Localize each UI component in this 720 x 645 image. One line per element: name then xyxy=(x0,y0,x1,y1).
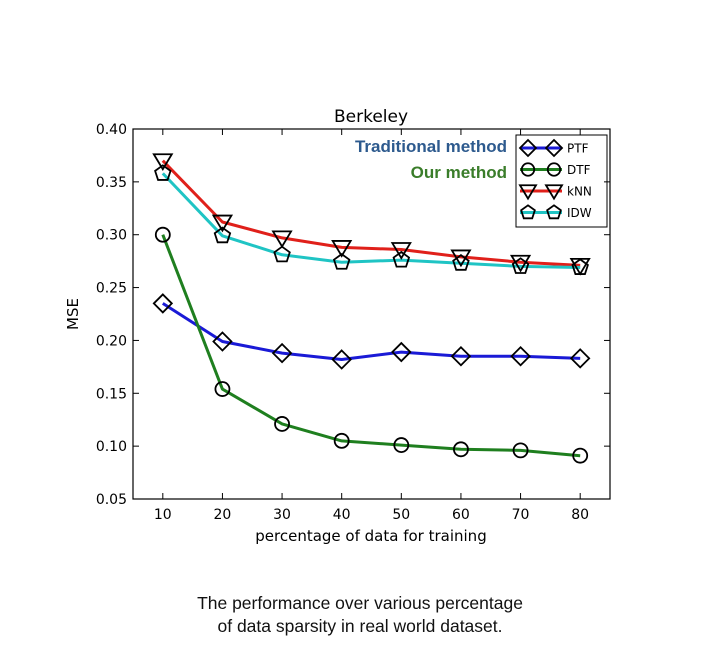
legend-marker-ptf xyxy=(518,138,538,158)
data-point-dtf xyxy=(154,226,171,243)
figure-caption: The performance over various percentage … xyxy=(0,592,720,638)
x-tick-label: 60 xyxy=(452,507,470,523)
legend-marker-knn xyxy=(518,184,538,201)
data-point-knn xyxy=(271,230,293,249)
data-point-dtf xyxy=(214,381,231,397)
plot-area xyxy=(152,153,591,464)
x-tick-label: 70 xyxy=(512,507,530,523)
caption-line-2: of data sparsity in real world dataset. xyxy=(217,616,503,636)
x-tick-label: 40 xyxy=(333,507,351,523)
data-point-dtf xyxy=(453,441,469,458)
data-point-dtf xyxy=(333,432,350,449)
data-point-idw xyxy=(273,245,291,263)
legend-marker-dtf xyxy=(520,162,536,177)
y-tick-label: 0.15 xyxy=(96,386,127,402)
data-point-ptf xyxy=(152,293,174,314)
x-tick-label: 10 xyxy=(154,507,172,523)
annotation-traditional-method: Traditional method xyxy=(355,137,507,156)
y-axis-label: MSE xyxy=(64,298,82,330)
legend-label-dtf: DTF xyxy=(567,163,591,177)
legend-marker-idw xyxy=(546,204,562,220)
data-point-ptf xyxy=(569,348,591,369)
data-point-ptf xyxy=(510,346,531,367)
x-tick-label: 30 xyxy=(273,507,291,523)
data-point-ptf xyxy=(331,349,352,370)
series-line-dtf xyxy=(161,234,581,458)
legend-marker-ptf xyxy=(544,138,564,158)
legend-marker-idw xyxy=(520,204,536,220)
plot-frame xyxy=(132,128,611,500)
data-point-idw xyxy=(213,226,232,244)
y-tick-label: 0.10 xyxy=(96,439,127,455)
series-line-knn xyxy=(161,159,581,267)
data-point-ptf xyxy=(450,346,472,367)
legend-marker-dtf xyxy=(546,162,562,177)
line-chart: Berkeley percentage of data for training… xyxy=(64,107,611,545)
data-point-knn xyxy=(211,214,234,233)
data-point-ptf xyxy=(271,342,293,364)
data-point-knn xyxy=(390,242,412,260)
data-point-dtf xyxy=(512,442,529,459)
x-tick-label: 20 xyxy=(214,507,232,523)
x-tick-label: 80 xyxy=(571,507,589,523)
data-point-idw xyxy=(332,252,351,270)
data-point-idw xyxy=(452,254,470,271)
legend-label-idw: IDW xyxy=(567,206,592,220)
x-axis-label: percentage of data for training xyxy=(255,527,486,545)
y-tick-label: 0.30 xyxy=(96,228,127,244)
legend-label-knn: kNN xyxy=(567,185,592,199)
legend-marker-knn xyxy=(544,184,564,201)
series-line-idw xyxy=(161,172,581,269)
data-point-idw xyxy=(392,250,411,268)
data-point-idw xyxy=(571,258,589,275)
annotation-our-method: Our method xyxy=(411,163,507,182)
data-point-dtf xyxy=(572,447,589,464)
y-tick-label: 0.35 xyxy=(96,175,127,191)
y-tick-label: 0.25 xyxy=(96,281,127,297)
data-point-ptf xyxy=(391,341,412,363)
data-point-knn xyxy=(331,240,353,258)
y-tick-label: 0.40 xyxy=(96,122,127,138)
data-point-knn xyxy=(152,153,174,172)
data-point-dtf xyxy=(274,416,290,432)
data-point-idw xyxy=(154,164,172,181)
data-point-knn xyxy=(509,254,532,273)
data-point-ptf xyxy=(212,331,233,352)
caption-line-1: The performance over various percentage xyxy=(197,593,523,613)
data-point-dtf xyxy=(393,437,410,454)
chart-title: Berkeley xyxy=(334,107,408,127)
y-tick-label: 0.05 xyxy=(96,492,127,508)
y-tick-label: 0.20 xyxy=(96,333,127,349)
x-tick-label: 50 xyxy=(392,507,410,523)
legend: PTF DTF kNN IDW xyxy=(515,134,608,228)
data-point-idw xyxy=(511,257,530,274)
legend-label-ptf: PTF xyxy=(567,142,589,156)
